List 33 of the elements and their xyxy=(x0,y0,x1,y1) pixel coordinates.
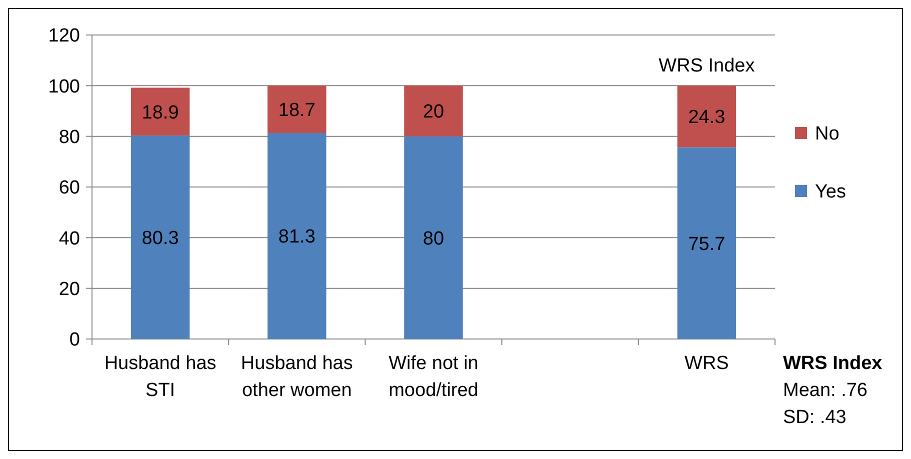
data-label: 80 xyxy=(422,228,444,250)
data-label: 75.7 xyxy=(688,234,726,255)
x-tick-label: Wife not in mood/tired xyxy=(388,353,478,401)
y-tick-label: 0 xyxy=(69,330,80,351)
bar xyxy=(130,136,190,339)
x-tick-label: Husband has STI xyxy=(104,353,216,401)
bar xyxy=(677,86,736,148)
y-tick-label: 40 xyxy=(58,228,80,250)
text: WRS Index xyxy=(783,353,883,374)
annotation: WRS Index xyxy=(658,56,756,77)
text: Mean: .76 xyxy=(783,380,868,401)
y-tick-label: 100 xyxy=(48,76,80,98)
data-label: 81.3 xyxy=(278,226,316,248)
bar xyxy=(404,86,463,136)
y-tick-label: 80 xyxy=(58,126,80,148)
data-label: 80.3 xyxy=(142,228,179,249)
bar xyxy=(268,133,326,339)
bar xyxy=(404,136,463,339)
data-label: 18.9 xyxy=(142,102,179,124)
x-tick-label: Husband has other women xyxy=(240,353,353,401)
x-tick-label: WRS xyxy=(684,353,729,374)
data-label: 18.7 xyxy=(278,100,316,122)
data-label: 24.3 xyxy=(688,107,726,128)
y-tick-label: 20 xyxy=(58,278,80,300)
legend-label: Yes xyxy=(815,182,846,203)
text: SD: .43 xyxy=(783,407,846,428)
data-label: 20 xyxy=(422,102,444,123)
bar xyxy=(677,147,736,339)
legend-label: No xyxy=(815,124,840,145)
bar xyxy=(130,88,190,136)
bar xyxy=(268,86,326,134)
y-tick-label: 120 xyxy=(48,26,80,47)
y-tick-label: 60 xyxy=(58,178,80,199)
